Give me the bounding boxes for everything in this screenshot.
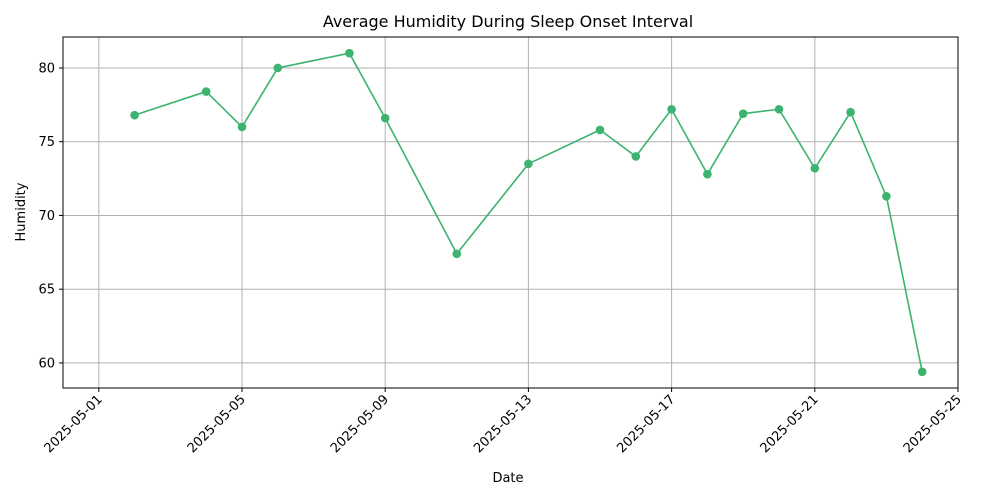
x-tick-label: 2025-05-01 bbox=[42, 392, 106, 456]
data-point bbox=[452, 249, 462, 259]
x-axis-label: Date bbox=[492, 471, 523, 486]
data-point bbox=[846, 107, 855, 117]
data-point bbox=[917, 367, 927, 377]
x-axis: 2025-05-01 2025-05-05 2025-05-09 2025-05-13… bbox=[42, 388, 965, 456]
x-tick-label: 2025-05-09 bbox=[328, 392, 392, 456]
data-point bbox=[810, 163, 820, 173]
data-point bbox=[201, 87, 211, 96]
series-line bbox=[134, 52, 923, 372]
y-axis: 60 65 70 75 80 bbox=[38, 61, 63, 371]
data-point bbox=[703, 169, 712, 179]
x-tick-label: 2025-05-21 bbox=[758, 392, 822, 456]
data-point bbox=[345, 48, 354, 58]
y-tick-label: 65 bbox=[38, 283, 55, 298]
data-point bbox=[667, 104, 676, 114]
grid bbox=[63, 37, 959, 388]
data-point bbox=[882, 191, 891, 201]
data-point bbox=[631, 152, 641, 161]
y-axis-label: Humidity bbox=[14, 182, 29, 241]
data-point bbox=[130, 110, 139, 120]
data-point bbox=[380, 113, 390, 123]
plot-frame bbox=[62, 36, 959, 389]
x-tick-label: 2025-05-25 bbox=[901, 392, 965, 456]
y-tick-label: 80 bbox=[38, 61, 55, 76]
series-layer bbox=[130, 48, 927, 377]
y-tick-label: 75 bbox=[38, 135, 55, 150]
chart-title: Average Humidity During Sleep Onset Inte… bbox=[323, 12, 693, 31]
data-point bbox=[774, 104, 784, 114]
y-tick-label: 70 bbox=[38, 209, 55, 224]
data-point bbox=[524, 159, 533, 169]
x-tick-label: 2025-05-05 bbox=[185, 392, 249, 456]
data-point bbox=[738, 109, 748, 118]
data-point bbox=[595, 125, 605, 135]
y-tick-label: 60 bbox=[38, 356, 55, 371]
data-point bbox=[273, 63, 283, 73]
data-point bbox=[237, 122, 247, 132]
x-tick-label: 2025-05-13 bbox=[471, 392, 535, 456]
x-tick-label: 2025-05-17 bbox=[614, 392, 678, 456]
